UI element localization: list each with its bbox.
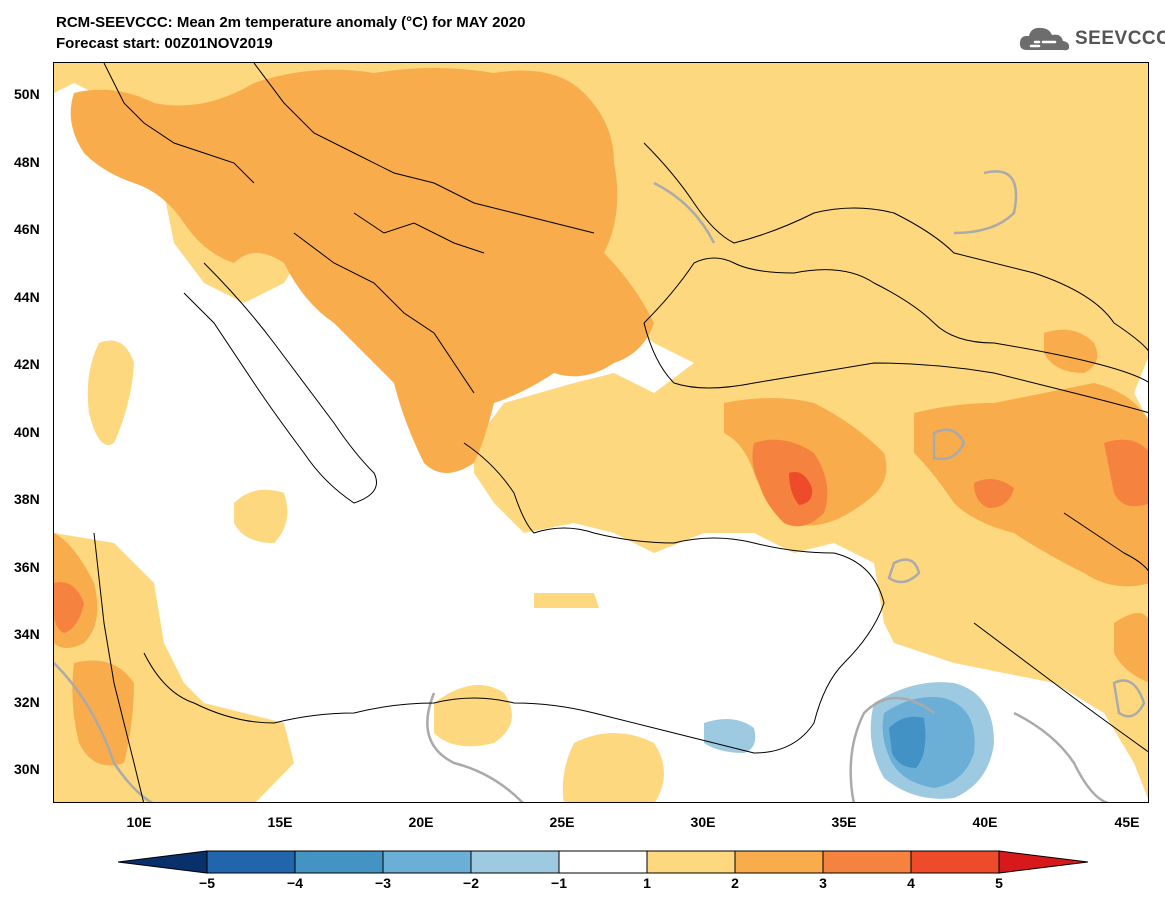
seevccc-logo: SEEVCCC [1017,22,1165,56]
anomaly-1-2-field [54,63,1148,802]
lat-label-32n: 32N [14,694,40,710]
coastlines-and-borders [93,63,1148,802]
lat-label-50n: 50N [14,86,40,102]
lon-label-20e: 20E [408,814,434,830]
lon-label-40e: 40E [972,814,998,830]
lon-label-15e: 15E [267,814,293,830]
lat-label-38n: 38N [14,491,40,507]
color-scale-bar [118,850,1088,874]
lat-label-46n: 46N [14,221,40,237]
temperature-anomaly-map [53,62,1149,803]
colorbar-segment [470,850,560,874]
lat-label-30n: 30N [14,761,40,777]
lat-label-40n: 40N [14,424,40,440]
map-canvas [54,63,1148,802]
logo-text: SEEVCCC [1075,28,1165,49]
lat-label-48n: 48N [14,154,40,170]
colorbar-lower-arrow [118,850,208,874]
colorbar-label: 3 [819,875,827,891]
colorbar-label: −3 [375,875,391,891]
negative-anomaly-field [704,682,994,799]
map-title: RCM-SEEVCCC: Mean 2m temperature anomaly… [56,14,526,31]
colorbar-label: −1 [551,875,567,891]
colorbar-segment [822,850,912,874]
colorbar-label: 4 [907,875,915,891]
colorbar-label: −4 [287,875,303,891]
lon-label-35e: 35E [831,814,857,830]
zero-contour-lines [54,170,1146,802]
lon-label-30e: 30E [690,814,716,830]
lat-label-36n: 36N [14,559,40,575]
cloud-icon [1019,27,1070,51]
colorbar-upper-arrow [998,850,1088,874]
colorbar-segment [382,850,472,874]
colorbar-label: −5 [199,875,215,891]
lat-label-42n: 42N [14,356,40,372]
lon-label-45e: 45E [1114,814,1140,830]
lat-label-34n: 34N [14,626,40,642]
lon-label-25e: 25E [549,814,575,830]
lon-label-10e: 10E [126,814,152,830]
colorbar-segment [646,850,736,874]
lat-label-44n: 44N [14,289,40,305]
colorbar-label: 5 [995,875,1003,891]
colorbar-segment [294,850,384,874]
colorbar-segment [734,850,824,874]
colorbar-label: 1 [643,875,651,891]
forecast-start-label: Forecast start: 00Z01NOV2019 [56,35,273,52]
anomaly-4-5-field [789,472,813,505]
colorbar-label: 2 [731,875,739,891]
colorbar-segment [206,850,296,874]
colorbar-segment [558,850,648,874]
colorbar-label: −2 [463,875,479,891]
colorbar-segment [910,850,1000,874]
